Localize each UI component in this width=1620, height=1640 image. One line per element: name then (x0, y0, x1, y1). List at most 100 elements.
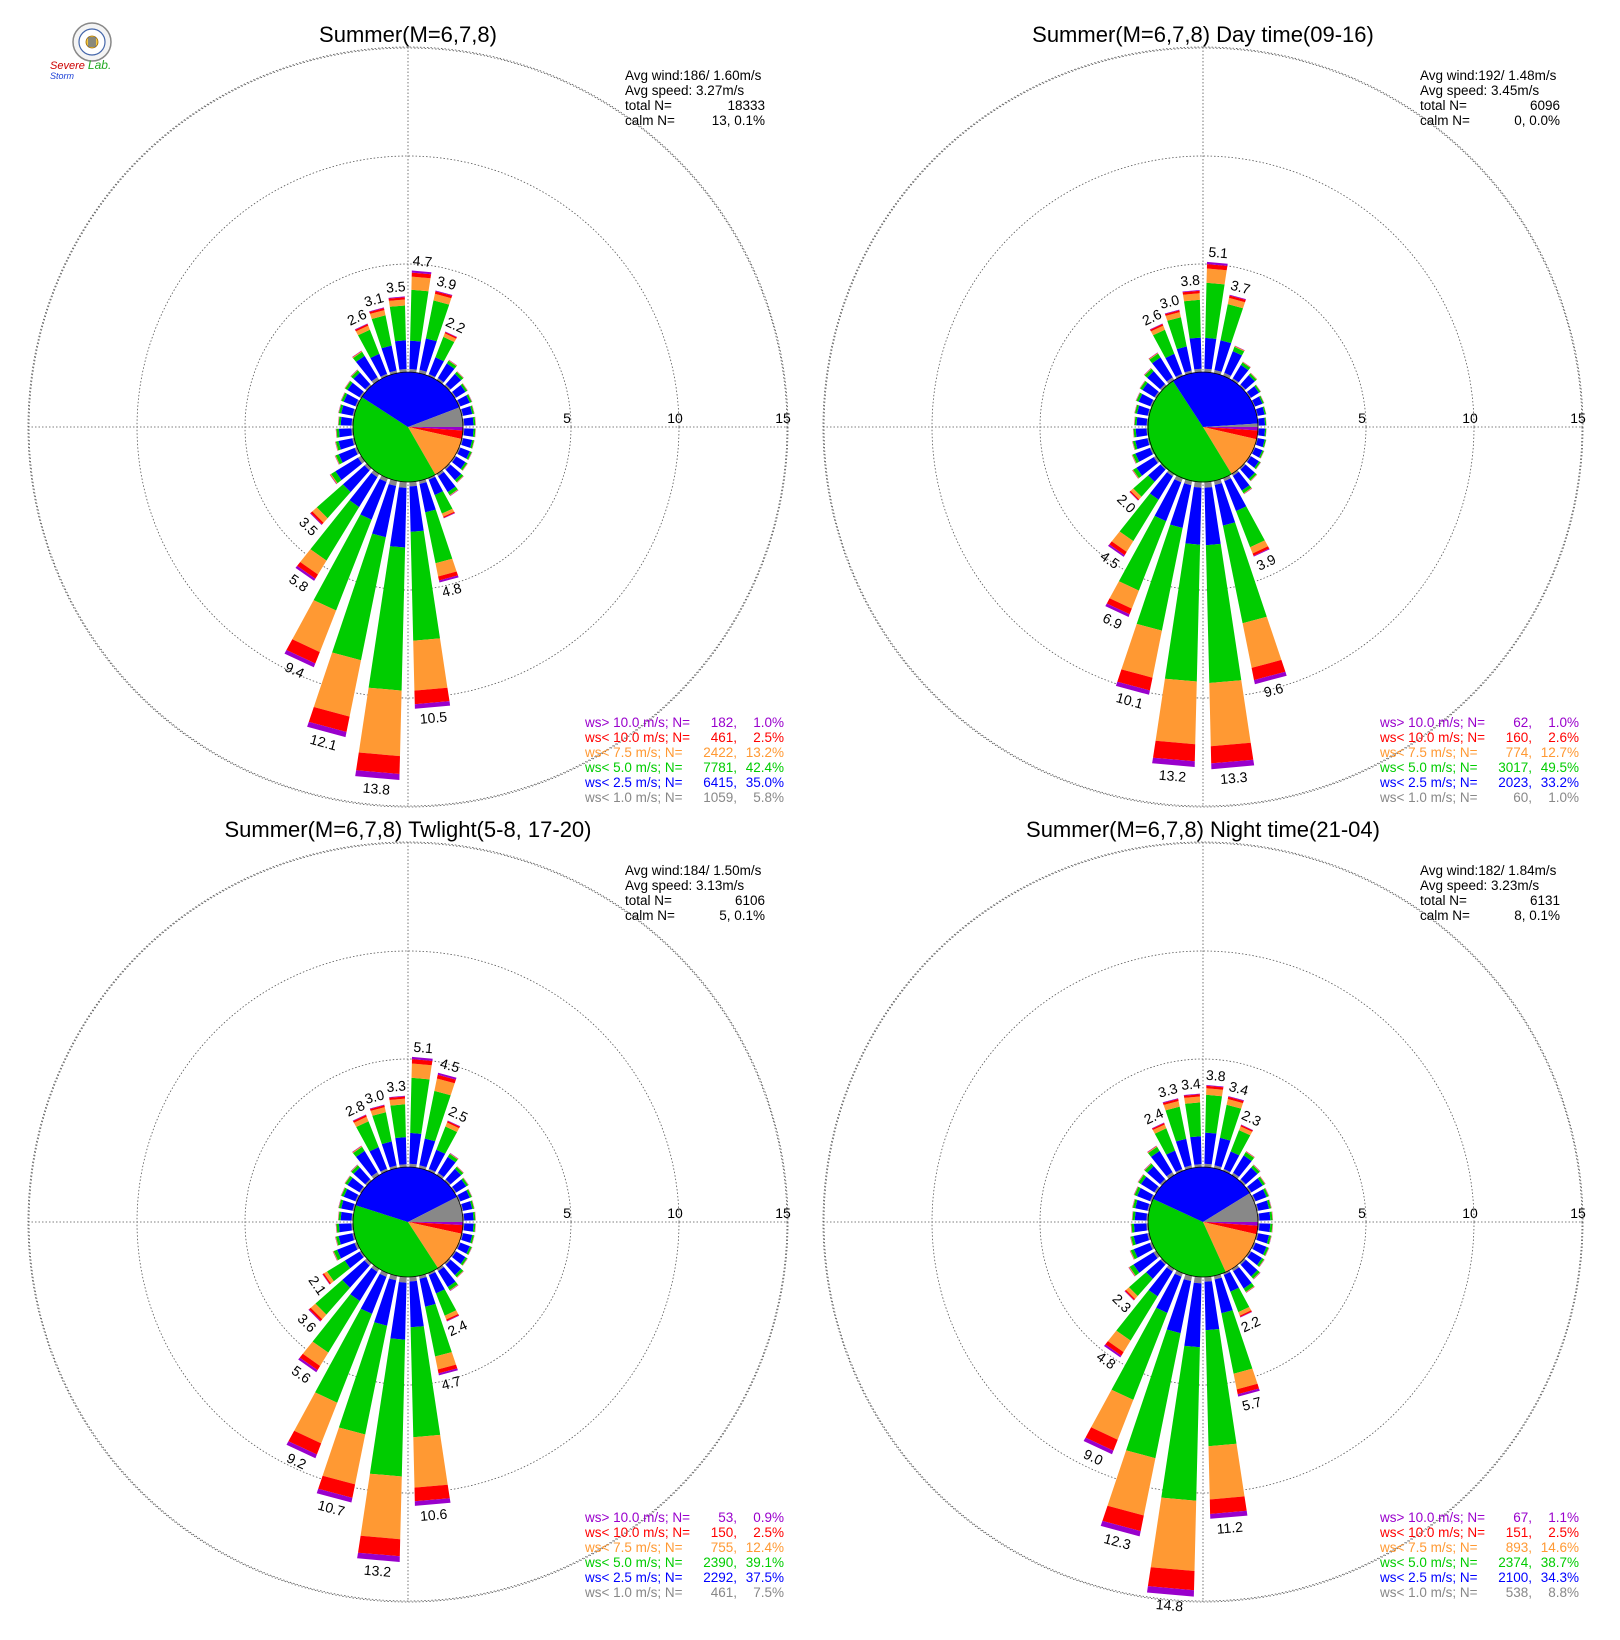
petal-segment (337, 416, 339, 426)
petal-segment (1258, 1211, 1271, 1221)
petal-segment (445, 1122, 460, 1132)
petal-segment (371, 1172, 380, 1179)
petal-segment (462, 383, 468, 391)
petal-segment (335, 1236, 339, 1246)
petal-segment (358, 329, 380, 358)
pie-outline (352, 371, 464, 483)
petal-segment (418, 1274, 427, 1279)
petal-segment (353, 1115, 367, 1123)
petal-segment (1162, 1098, 1179, 1105)
petal-segment (1240, 1125, 1253, 1132)
pie-slice (353, 397, 436, 482)
petal-segment (1259, 450, 1264, 459)
petal-segment (374, 1278, 397, 1326)
petal-segment (353, 1116, 369, 1127)
petal-value-label: 3.7 (1229, 277, 1252, 298)
petal-segment (341, 405, 355, 416)
petal-segment (1193, 481, 1202, 488)
petal-segment (475, 1223, 476, 1233)
petal-segment (1134, 1211, 1147, 1221)
petal-segment (437, 1364, 458, 1374)
petal-segment (428, 1149, 446, 1172)
petal-segment (1183, 1093, 1200, 1096)
legend-count: 60, (1513, 790, 1532, 805)
legend-label: ws< 1.0 m/s; N= (584, 790, 683, 805)
petal-segment (369, 1104, 385, 1110)
petal-value-label: 2.5 (446, 1103, 471, 1126)
petal-segment (351, 1165, 360, 1174)
petal-segment (1264, 428, 1267, 437)
petal-segment (472, 405, 475, 414)
petal-segment (1260, 450, 1265, 459)
petal-segment (309, 1307, 323, 1321)
petal-segment (445, 1259, 462, 1276)
radial-tick-label: 15 (1570, 1205, 1586, 1221)
petal-segment (1260, 450, 1265, 459)
petal-segment (1256, 1233, 1270, 1244)
petal-value-label: 12.1 (308, 731, 339, 754)
petal-segment (462, 463, 468, 471)
petal-segment (1272, 1223, 1274, 1233)
petal-segment (472, 440, 475, 449)
petal-segment (1263, 1246, 1269, 1256)
petal-segment (1255, 462, 1261, 470)
petal-segment (1260, 395, 1265, 404)
petal-segment (1264, 417, 1267, 426)
petal-segment (462, 463, 468, 471)
petal-segment (409, 1280, 424, 1328)
petal-segment (457, 447, 470, 459)
petal-segment (359, 1186, 365, 1194)
petal-segment (353, 1146, 365, 1157)
radial-tick-label: 15 (775, 1205, 791, 1221)
petal-segment (371, 1265, 380, 1272)
petal-segment (338, 404, 341, 413)
petal-segment (335, 457, 363, 481)
petal-segment (466, 394, 472, 403)
petal-segment (436, 470, 444, 477)
petal-segment (1208, 1443, 1245, 1500)
petal-segment (308, 1309, 321, 1322)
petal-segment (1083, 1437, 1114, 1455)
legend-count: 2023, (1498, 775, 1532, 790)
petal-segment (456, 1242, 461, 1249)
petal-segment (452, 1179, 467, 1193)
petal-segment (1152, 357, 1173, 382)
petal-segment (1243, 1152, 1255, 1161)
petal-segment (1264, 439, 1267, 448)
petal-segment (307, 721, 347, 738)
petal-segment (468, 394, 473, 402)
petal-segment (310, 512, 323, 525)
petal-segment (1144, 1163, 1152, 1171)
petal-segment (424, 1090, 451, 1142)
legend-percent: 38.7% (1541, 1555, 1579, 1570)
petal-segment (1223, 1168, 1231, 1174)
radial-tick-label: 5 (563, 1205, 571, 1221)
petal-segment (1130, 1249, 1138, 1260)
petal-value-label: 3.4 (1181, 1075, 1202, 1093)
radial-tick-label: 5 (563, 410, 571, 426)
legend-count: 893, (1506, 1540, 1532, 1555)
petal-segment (1253, 1164, 1261, 1172)
petal-segment (1234, 346, 1245, 352)
petal-value-label: 3.9 (435, 273, 458, 294)
petal-segment (1266, 1235, 1272, 1245)
petal-segment (409, 1163, 417, 1168)
petal-value-label: 4.7 (412, 252, 433, 270)
petal-segment (1115, 681, 1150, 695)
petal-segment (1129, 491, 1139, 501)
petal-segment (447, 1120, 461, 1127)
petal-segment (333, 1251, 338, 1261)
stat-total-label: total N= (625, 98, 672, 113)
petal-segment (463, 1177, 469, 1185)
legend-label: ws< 2.5 m/s; N= (584, 1570, 683, 1585)
petal-segment (338, 416, 342, 426)
legend-percent: 12.4% (746, 1540, 784, 1555)
petal-segment (1229, 295, 1246, 303)
petal-segment (1194, 368, 1202, 373)
petal-segment (1269, 1199, 1272, 1209)
petal-segment (1256, 1200, 1270, 1211)
petal-segment (336, 428, 338, 438)
petal-segment (472, 428, 476, 438)
petal-segment (1223, 1270, 1231, 1275)
petal-segment (1166, 470, 1175, 477)
